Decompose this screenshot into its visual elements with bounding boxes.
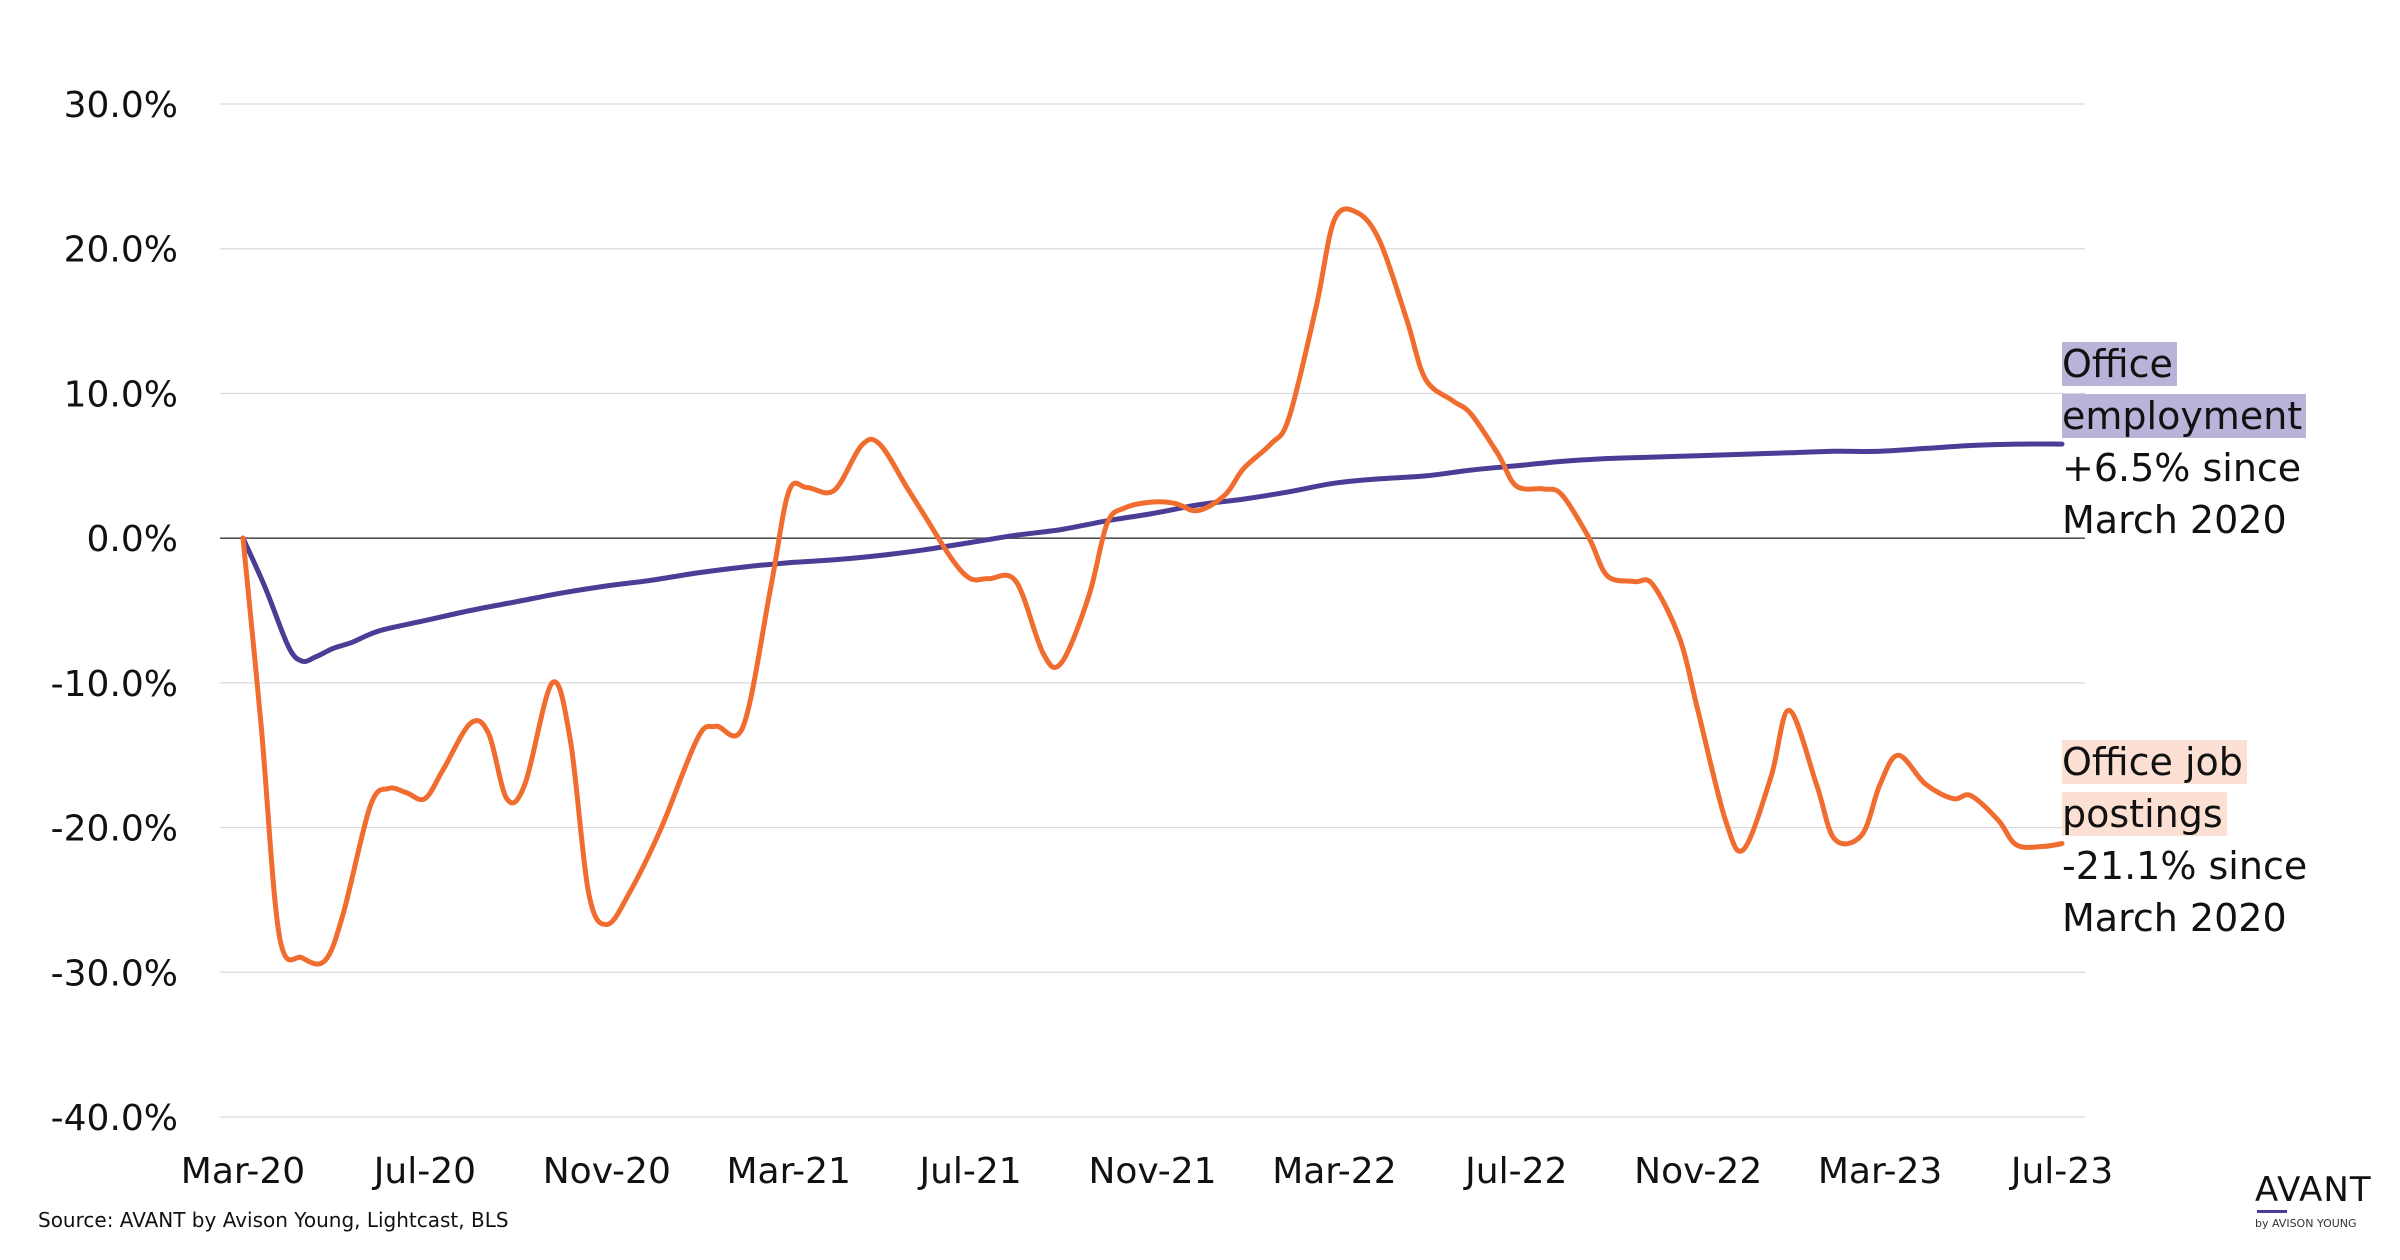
logo-wordmark: AVANT <box>2255 1170 2372 1210</box>
grid-lines <box>220 103 2085 1118</box>
employment-annotation-line2: employment <box>2062 394 2307 438</box>
logo-subtitle: by AVISON YOUNG <box>2255 1217 2357 1230</box>
y-tick-label: -30.0% <box>51 953 178 994</box>
employment-series-line <box>240 441 2065 664</box>
postings-annotation-line1: Office job <box>2062 740 2247 784</box>
employment-annotation-line4: March 2020 <box>2062 498 2287 542</box>
x-tick-label: Nov-20 <box>543 1151 671 1192</box>
postings-annotation-line2: postings <box>2062 792 2227 836</box>
x-tick-label: Jul-23 <box>2009 1151 2113 1192</box>
x-tick-label: Jul-21 <box>917 1151 1021 1192</box>
source-note: Source: AVANT by Avison Young, Lightcast… <box>38 1208 509 1232</box>
logo-underline <box>2257 1210 2287 1213</box>
avant-logo: AVANT by AVISON YOUNG <box>2255 1172 2385 1230</box>
y-tick-label: 30.0% <box>64 85 178 126</box>
postings-series-line <box>240 206 2065 967</box>
employment-annotation-line1: Office <box>2062 342 2177 386</box>
y-axis-tick-labels: 30.0% 20.0% 10.0% 0.0% -10.0% -20.0% -30.0% -40… <box>51 85 178 1139</box>
x-tick-label: Nov-21 <box>1088 1151 1216 1192</box>
y-tick-label: 20.0% <box>64 230 178 271</box>
x-tick-label: Jul-22 <box>1463 1151 1567 1192</box>
postings-annotation-line4: March 2020 <box>2062 896 2287 940</box>
x-axis-tick-labels: Mar-20 Jul-20 Nov-20 Mar-21 Jul-21 Nov-21 Mar-… <box>181 1151 2113 1192</box>
y-tick-label: 0.0% <box>87 519 178 560</box>
x-tick-label: Mar-22 <box>1272 1151 1396 1192</box>
employment-annotation: Office employment +6.5% since March 2020 <box>2062 338 2307 546</box>
y-tick-label: -20.0% <box>51 809 178 850</box>
series-lines <box>240 206 2065 967</box>
x-tick-label: Nov-22 <box>1634 1151 1762 1192</box>
postings-annotation-line3: -21.1% since <box>2062 844 2308 888</box>
x-tick-label: Mar-20 <box>181 1151 305 1192</box>
y-tick-label: -10.0% <box>51 664 178 705</box>
x-tick-label: Mar-23 <box>1818 1151 1942 1192</box>
x-tick-label: Mar-21 <box>726 1151 850 1192</box>
y-tick-label: 10.0% <box>64 374 178 415</box>
employment-annotation-line3: +6.5% since <box>2062 446 2302 490</box>
x-tick-label: Jul-20 <box>372 1151 476 1192</box>
y-tick-label: -40.0% <box>51 1098 178 1139</box>
postings-annotation: Office job postings -21.1% since March 2… <box>2062 736 2307 944</box>
